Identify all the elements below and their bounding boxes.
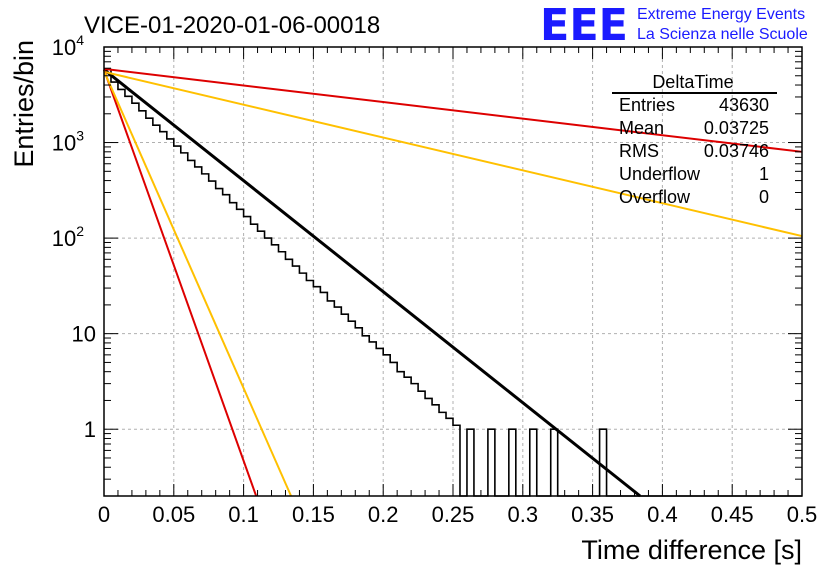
x-axis-ticks: 0 0.05 0.1 0.15 0.2 0.25 0.3 0.35 0.4 0.45 0.5 bbox=[98, 47, 817, 527]
stats-row-value: 0.03725 bbox=[704, 118, 769, 138]
stats-row-value: 0.03746 bbox=[704, 141, 769, 161]
stats-row-value: 1 bbox=[759, 164, 769, 184]
stats-row-label: RMS bbox=[619, 141, 659, 161]
x-tick-label: 0.05 bbox=[152, 502, 195, 527]
fit-line-1 bbox=[103, 68, 641, 498]
x-tick-label: 0.45 bbox=[711, 502, 754, 527]
x-axis-label: Time difference [s] bbox=[581, 535, 802, 565]
y-tick-label: 103 bbox=[52, 128, 84, 156]
stats-row-label: Underflow bbox=[619, 164, 701, 184]
x-tick-label: 0 bbox=[98, 502, 110, 527]
eee-logo-line2: La Scienza nelle Scuole bbox=[637, 26, 808, 43]
x-tick-label: 0.2 bbox=[368, 502, 399, 527]
fit-lines bbox=[103, 67, 803, 498]
stats-row-value: 43630 bbox=[719, 95, 769, 115]
x-tick-label: 0.25 bbox=[432, 502, 475, 527]
x-tick-label: 0.5 bbox=[787, 502, 818, 527]
stats-row-value: 0 bbox=[759, 187, 769, 207]
fit-line-5 bbox=[103, 70, 292, 497]
grid-lines bbox=[104, 47, 802, 496]
stats-box-title: DeltaTime bbox=[652, 72, 733, 92]
y-tick-label: 102 bbox=[52, 223, 84, 251]
fit-line-2 bbox=[103, 67, 803, 153]
x-tick-label: 0.3 bbox=[508, 502, 539, 527]
y-tick-label: 104 bbox=[52, 32, 84, 60]
y-tick-label: 10 bbox=[72, 322, 96, 347]
y-axis-label: Entries/bin bbox=[9, 40, 39, 168]
x-tick-label: 0.35 bbox=[571, 502, 614, 527]
fit-line-4 bbox=[103, 69, 258, 497]
eee-logo-mark: EEE bbox=[540, 0, 628, 51]
x-tick-label: 0.15 bbox=[292, 502, 335, 527]
chart-title: VICE-01-2020-01-06-00018 bbox=[84, 12, 380, 39]
y-tick-label: 1 bbox=[84, 417, 96, 442]
stats-row-label: Entries bbox=[619, 95, 675, 115]
fit-line-3 bbox=[103, 70, 803, 238]
stats-row-label: Mean bbox=[619, 118, 664, 138]
x-tick-label: 0.4 bbox=[647, 502, 678, 527]
stats-box: DeltaTime Entries 43630 Mean 0.03725 RMS 0.03… bbox=[612, 72, 777, 207]
eee-logo: EEE Extreme Energy Events La Scienza nel… bbox=[540, 0, 808, 51]
eee-logo-line1: Extreme Energy Events bbox=[637, 6, 805, 23]
stats-row-label: Overflow bbox=[619, 187, 691, 207]
x-tick-label: 0.1 bbox=[228, 502, 259, 527]
